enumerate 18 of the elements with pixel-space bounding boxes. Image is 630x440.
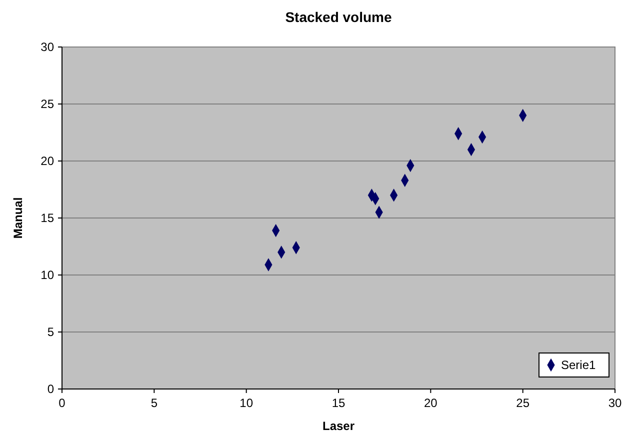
y-tick-label: 30	[40, 40, 54, 54]
x-tick-label: 20	[424, 396, 438, 410]
x-tick-label: 10	[240, 396, 254, 410]
y-axis-title: Manual	[11, 197, 25, 239]
y-tick-label: 0	[47, 382, 54, 396]
x-tick-label: 5	[150, 396, 158, 410]
y-tick-label: 5	[47, 325, 54, 339]
x-axis-title: Laser	[322, 419, 355, 433]
x-tick-label: 25	[516, 396, 530, 410]
chart-title: Stacked volume	[285, 9, 392, 25]
x-tick-label: 15	[332, 396, 346, 410]
legend-label: Serie1	[561, 358, 596, 372]
y-tick-label: 15	[40, 211, 54, 225]
x-tick-label: 0	[58, 396, 66, 410]
y-tick-label: 20	[40, 154, 54, 168]
y-tick-label: 25	[40, 97, 54, 111]
x-tick-label: 30	[608, 396, 622, 410]
y-tick-label: 10	[40, 268, 54, 282]
